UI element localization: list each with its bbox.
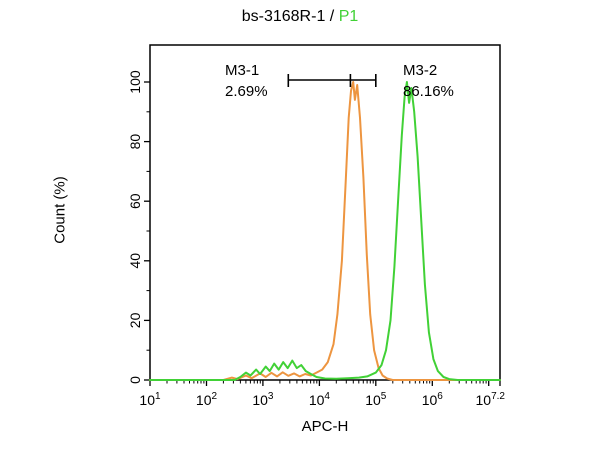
- y-axis-label: Count (%): [51, 176, 69, 244]
- x-axis-tick-labels: 101 102 103 104 105 106 107.2: [139, 391, 505, 408]
- svg-text:106: 106: [422, 391, 444, 408]
- svg-text:102: 102: [196, 391, 218, 408]
- histogram-curve-orange: [149, 81, 501, 381]
- svg-text:100: 100: [127, 70, 143, 94]
- y-axis-tick-labels: 0 20 40 60 80 100: [127, 70, 143, 384]
- marker-m3-1-name: M3-1: [225, 62, 260, 79]
- svg-text:104: 104: [309, 391, 331, 408]
- svg-text:40: 40: [127, 253, 143, 269]
- svg-text:0: 0: [127, 376, 143, 384]
- marker-label-m3-2: M3-2 86.16%: [403, 60, 454, 102]
- histogram-curve-green: [149, 81, 501, 381]
- marker-m3-1-percent: 2.69%: [225, 83, 268, 100]
- svg-text:20: 20: [127, 312, 143, 328]
- svg-text:105: 105: [365, 391, 387, 408]
- y-axis-minor-ticks: [146, 111, 150, 351]
- plot-border: [149, 44, 501, 381]
- svg-text:80: 80: [127, 134, 143, 150]
- chart-title: bs-3168R-1 / P1: [0, 8, 600, 26]
- svg-text:103: 103: [252, 391, 274, 408]
- chart-title-separator: /: [325, 8, 339, 25]
- x-axis-minor-ticks: [166, 380, 487, 384]
- x-axis-label: APC-H: [301, 418, 349, 435]
- svg-text:101: 101: [139, 391, 161, 408]
- svg-text:107.2: 107.2: [476, 391, 506, 408]
- chart-title-gate: P1: [338, 8, 359, 25]
- gate-marker-bracket[interactable]: [287, 74, 377, 87]
- marker-m3-2-name: M3-2: [403, 62, 438, 79]
- marker-label-m3-1: M3-1 2.69%: [225, 60, 268, 102]
- svg-text:60: 60: [127, 193, 143, 209]
- marker-m3-2-percent: 86.16%: [403, 83, 454, 100]
- chart-title-sample: bs-3168R-1: [241, 8, 326, 25]
